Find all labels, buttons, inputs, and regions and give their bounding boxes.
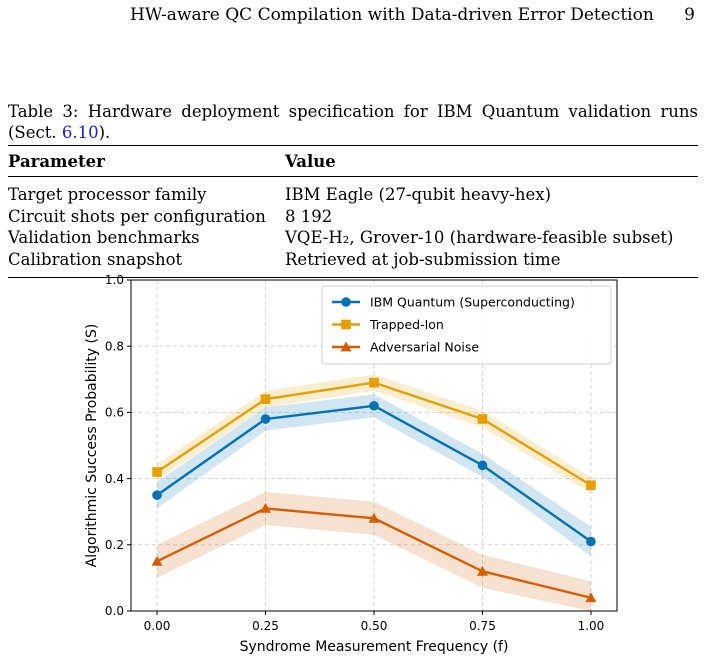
x-tick-label: 0.75 <box>469 619 496 633</box>
section-reference-link[interactable]: 6.10 <box>61 123 99 142</box>
value-cell: IBM Eagle (27-qubit heavy-hex) <box>285 185 552 204</box>
x-tick-label: 0.25 <box>252 619 279 633</box>
caption-suffix: ). <box>98 123 111 142</box>
running-title: HW-aware QC Compilation with Data-driven… <box>130 5 654 25</box>
caption-label: Table 3: <box>8 102 79 121</box>
chart-canvas: 0.00 0.25 0.50 0.75 1.00 0.0 0.2 0.4 0.6 0.8 1.0 Sy… <box>84 273 618 655</box>
data-point <box>152 490 162 500</box>
data-point <box>341 319 351 330</box>
caption-prefix: (Sect. <box>8 123 62 142</box>
data-point <box>260 414 271 424</box>
y-tick-label: 0.6 <box>105 406 124 420</box>
legend-label: Adversarial Noise <box>370 340 479 355</box>
y-tick-label: 0.0 <box>105 604 124 618</box>
success-probability-chart: 0.00 0.25 0.50 0.75 1.00 0.0 0.2 0.4 0.6 0.8 1.0 Sy… <box>0 265 705 662</box>
data-point <box>585 592 597 603</box>
data-point <box>259 502 272 513</box>
data-point <box>369 377 379 388</box>
y-tick-label: 0.8 <box>105 339 124 353</box>
data-point <box>477 460 488 471</box>
value-cell: VQE-H₂, Grover-10 (hardware-feasible sub… <box>285 228 674 247</box>
caption-line2: (Sect. 6.10). <box>8 122 698 143</box>
data-point <box>586 480 596 491</box>
y-tick-label: 0.2 <box>105 538 124 552</box>
column-header-parameter: Parameter <box>8 145 285 177</box>
param-cell: Circuit shots per configuration <box>8 206 266 226</box>
data-point <box>341 297 351 307</box>
column-header-value: Value <box>285 145 698 177</box>
data-point <box>368 512 380 523</box>
page-number: 9 <box>684 5 695 25</box>
value-cell: Retrieved at job-submission time <box>285 248 698 278</box>
legend-label: IBM Quantum (Superconducting) <box>370 295 575 310</box>
running-header: HW-aware QC Compilation with Data-driven… <box>0 5 705 29</box>
legend-label: Trapped-Ion <box>369 317 444 332</box>
table-row: Calibration snapshot Retrieved at job-su… <box>8 248 698 278</box>
y-tick-label: 0.4 <box>105 472 124 486</box>
confidence-band <box>157 394 591 557</box>
data-point <box>151 555 163 566</box>
y-tick-label: 1.0 <box>105 273 124 287</box>
data-point <box>477 414 488 424</box>
spec-table: Parameter Value Target processor family … <box>8 145 698 278</box>
legend-box <box>321 285 612 365</box>
table-row: Target processor family IBM Eagle (27-qu… <box>8 177 698 206</box>
caption-text: Hardware deployment specification for IB… <box>87 102 698 121</box>
table-row: Validation benchmarks VQE-H₂, Grover-10 … <box>8 227 698 249</box>
y-axis-label: Algorithmic Success Probability (S) <box>84 324 100 568</box>
data-point <box>152 467 162 477</box>
value-cell: 8 192 <box>285 206 333 226</box>
data-point <box>340 341 352 352</box>
param-cell: Target processor family <box>8 185 207 204</box>
data-point <box>586 536 596 547</box>
data-point <box>260 394 271 404</box>
x-tick-label: 0.00 <box>144 619 171 633</box>
confidence-band <box>157 374 591 494</box>
data-point <box>476 565 489 576</box>
confidence-band <box>157 491 591 611</box>
table-header-row: Parameter Value <box>8 145 698 177</box>
x-tick-label: 0.50 <box>361 619 388 633</box>
table-caption: Table 3: Hardware deployment specificati… <box>8 101 698 143</box>
x-axis-label: Syndrome Measurement Frequency (f) <box>240 639 509 655</box>
param-cell: Calibration snapshot <box>8 248 285 278</box>
param-cell: Validation benchmarks <box>8 228 200 247</box>
table-row: Circuit shots per configuration 8 192 <box>8 206 698 228</box>
x-tick-label: 1.00 <box>578 619 605 633</box>
data-point <box>369 400 379 411</box>
